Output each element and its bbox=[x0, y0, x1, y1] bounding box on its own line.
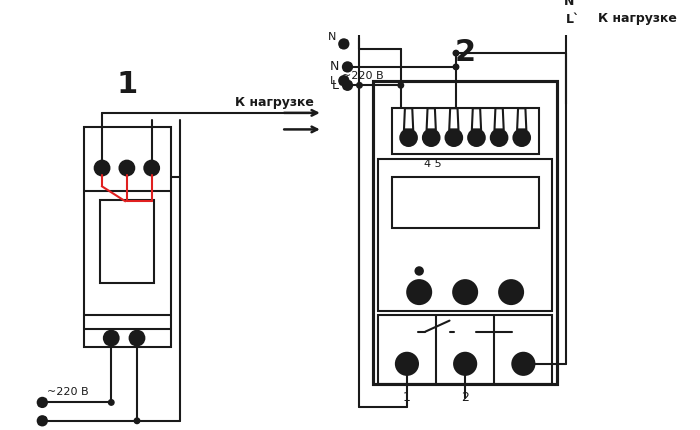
Polygon shape bbox=[472, 108, 481, 129]
Circle shape bbox=[343, 62, 352, 71]
Circle shape bbox=[513, 129, 530, 146]
Text: ~220 В: ~220 В bbox=[342, 71, 384, 81]
Text: 4 5: 4 5 bbox=[424, 159, 442, 169]
Bar bbox=[84, 127, 171, 347]
Text: N: N bbox=[330, 60, 340, 74]
Circle shape bbox=[104, 331, 118, 345]
Bar bbox=[391, 177, 539, 228]
Bar bbox=[373, 81, 557, 384]
Circle shape bbox=[453, 64, 459, 70]
Circle shape bbox=[517, 357, 530, 370]
Text: N: N bbox=[328, 33, 337, 43]
Circle shape bbox=[457, 284, 473, 301]
Circle shape bbox=[357, 83, 362, 88]
Circle shape bbox=[340, 76, 349, 85]
Circle shape bbox=[453, 280, 477, 304]
Text: 1: 1 bbox=[117, 70, 138, 99]
Circle shape bbox=[396, 353, 418, 375]
Circle shape bbox=[512, 353, 534, 375]
Circle shape bbox=[400, 357, 414, 370]
Text: N`: N` bbox=[564, 0, 580, 8]
Circle shape bbox=[343, 81, 352, 90]
Circle shape bbox=[38, 398, 47, 407]
Circle shape bbox=[411, 284, 428, 301]
Circle shape bbox=[503, 284, 519, 301]
Circle shape bbox=[423, 129, 440, 146]
Polygon shape bbox=[404, 108, 413, 129]
Circle shape bbox=[491, 129, 508, 146]
Circle shape bbox=[453, 50, 459, 56]
Circle shape bbox=[108, 399, 114, 405]
Circle shape bbox=[499, 280, 523, 304]
Circle shape bbox=[446, 129, 462, 146]
Text: ~220 В: ~220 В bbox=[47, 387, 88, 397]
Text: L: L bbox=[332, 79, 340, 92]
Circle shape bbox=[120, 161, 134, 175]
Text: L: L bbox=[330, 76, 337, 86]
Circle shape bbox=[340, 39, 349, 49]
Text: 2: 2 bbox=[454, 38, 476, 67]
Text: 2: 2 bbox=[461, 391, 469, 404]
Circle shape bbox=[38, 416, 47, 425]
Text: 1: 1 bbox=[403, 391, 411, 404]
Polygon shape bbox=[517, 108, 526, 129]
Text: К нагрузке: К нагрузке bbox=[598, 12, 678, 25]
Polygon shape bbox=[426, 108, 436, 129]
Circle shape bbox=[458, 357, 472, 370]
Bar bbox=[100, 200, 153, 283]
Bar bbox=[391, 108, 539, 154]
Circle shape bbox=[134, 418, 140, 424]
Circle shape bbox=[468, 129, 484, 146]
Circle shape bbox=[94, 161, 109, 175]
Circle shape bbox=[400, 129, 417, 146]
Bar bbox=[378, 159, 552, 310]
Circle shape bbox=[407, 280, 431, 304]
Text: L`: L` bbox=[566, 13, 580, 26]
Circle shape bbox=[398, 83, 404, 88]
Polygon shape bbox=[494, 108, 504, 129]
Circle shape bbox=[130, 331, 144, 345]
Circle shape bbox=[454, 353, 476, 375]
Text: К нагрузке: К нагрузке bbox=[235, 96, 314, 109]
Polygon shape bbox=[449, 108, 459, 129]
Bar bbox=[378, 315, 552, 384]
Circle shape bbox=[144, 161, 159, 175]
Circle shape bbox=[416, 267, 423, 275]
